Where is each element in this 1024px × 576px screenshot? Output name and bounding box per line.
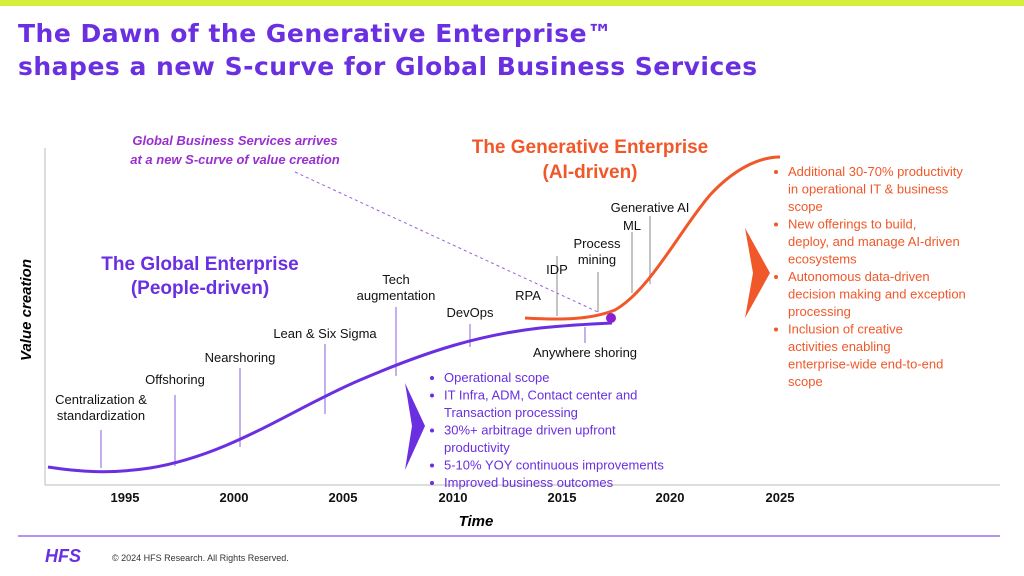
bullet-dot	[430, 481, 434, 485]
bullet: Additional 30-70% productivity in operati…	[788, 164, 963, 214]
year: 2000	[220, 490, 249, 505]
bullet-dot	[430, 393, 434, 398]
year: 2025	[766, 490, 795, 505]
bullet-dot	[774, 275, 778, 279]
years: 1995 2000 2005 2010 2015 2020 2025	[111, 490, 795, 505]
bullet: IT Infra, ADM, Contact center and Transac…	[444, 388, 637, 421]
milestone-label: Process	[574, 236, 621, 251]
bullet-dot	[430, 428, 434, 433]
milestone-label: mining	[578, 252, 616, 267]
milestone-label: Centralization &	[55, 392, 147, 407]
annotation: Global Business Services arrives	[132, 133, 337, 148]
annotation: at a new S-curve of value creation	[130, 152, 340, 167]
milestone-label: augmentation	[357, 288, 436, 303]
bullet-dot	[774, 170, 778, 174]
milestone-label: Lean & Six Sigma	[273, 326, 377, 341]
y-label: Value creation	[18, 259, 35, 361]
generative-label: (AI-driven)	[543, 162, 638, 183]
dot	[606, 313, 616, 323]
global-label: The Global Enterprise	[101, 254, 298, 275]
generative-label: The Generative Enterprise	[472, 137, 709, 158]
milestone-label: IDP	[546, 262, 568, 277]
top-bar	[0, 0, 1024, 6]
x-label: Time	[459, 513, 494, 530]
milestone-label: Tech	[382, 272, 409, 287]
bullet-dot	[430, 463, 434, 468]
bullet-dot	[774, 327, 778, 332]
milestone-lines: Centralization &standardization Offshorin…	[55, 200, 689, 468]
bullet: New offerings to build, deploy, and manag…	[788, 217, 960, 267]
bullet: Operational scope	[444, 370, 550, 385]
bullet: Autonomous data-driven decision making an…	[788, 269, 966, 319]
chevron	[745, 228, 770, 318]
logo: HFS	[45, 546, 81, 566]
bullet: 30%+ arbitrage driven upfront productivit…	[444, 423, 616, 456]
year: 1995	[111, 490, 140, 505]
milestone-label: Nearshoring	[205, 350, 276, 365]
milestone-label: ML	[623, 218, 641, 233]
milestone-label: DevOps	[447, 305, 494, 320]
global-curve	[47, 321, 613, 474]
copyright: © 2024 HFS Research. All Rights Reserved…	[112, 553, 289, 563]
bullet: Inclusion of creative activities enabling…	[788, 322, 943, 390]
year: 2020	[656, 490, 685, 505]
milestone-label: standardization	[57, 408, 145, 423]
chevron	[405, 383, 425, 470]
bullet-dot	[774, 222, 778, 227]
milestone-label: RPA	[515, 288, 541, 303]
bullet-dot	[430, 376, 434, 380]
global-label: (People-driven)	[131, 278, 269, 299]
title: shapes a new S-curve for Global Business…	[18, 52, 758, 81]
bullet: Improved business outcomes	[444, 475, 614, 490]
generative-curve	[524, 155, 781, 321]
milestone-label: Generative AI	[611, 200, 690, 215]
milestone-label: Anywhere shoring	[533, 345, 637, 360]
bullets: Operational scope IT Infra, ADM, Contact …	[430, 164, 966, 490]
dashed-pointer	[294, 171, 599, 313]
title: The Dawn of the Generative Enterprise™	[18, 19, 613, 48]
bullet: 5-10% YOY continuous improvements	[444, 458, 664, 473]
year: 2010	[439, 490, 468, 505]
year: 2015	[548, 490, 577, 505]
year: 2005	[329, 490, 358, 505]
milestone-label: Offshoring	[145, 372, 205, 387]
